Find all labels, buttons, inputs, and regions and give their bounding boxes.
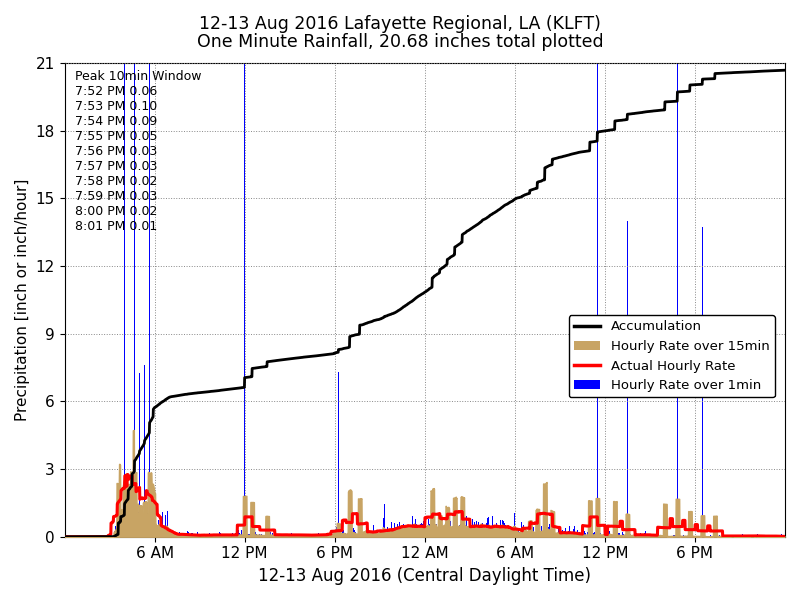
Text: 12-13 Aug 2016 Lafayette Regional, LA (KLFT): 12-13 Aug 2016 Lafayette Regional, LA (K…: [199, 15, 601, 33]
Y-axis label: Precipitation [inch or inch/hour]: Precipitation [inch or inch/hour]: [15, 179, 30, 421]
Text: One Minute Rainfall, 20.68 inches total plotted: One Minute Rainfall, 20.68 inches total …: [197, 33, 603, 51]
Legend: Accumulation, Hourly Rate over 15min, Actual Hourly Rate, Hourly Rate over 1min: Accumulation, Hourly Rate over 15min, Ac…: [569, 315, 775, 397]
Text: Peak 10min Window
7:52 PM 0.06
7:53 PM 0.10
7:54 PM 0.09
7:55 PM 0.05
7:56 PM 0.: Peak 10min Window 7:52 PM 0.06 7:53 PM 0…: [75, 70, 202, 233]
X-axis label: 12-13 Aug 2016 (Central Daylight Time): 12-13 Aug 2016 (Central Daylight Time): [258, 567, 591, 585]
